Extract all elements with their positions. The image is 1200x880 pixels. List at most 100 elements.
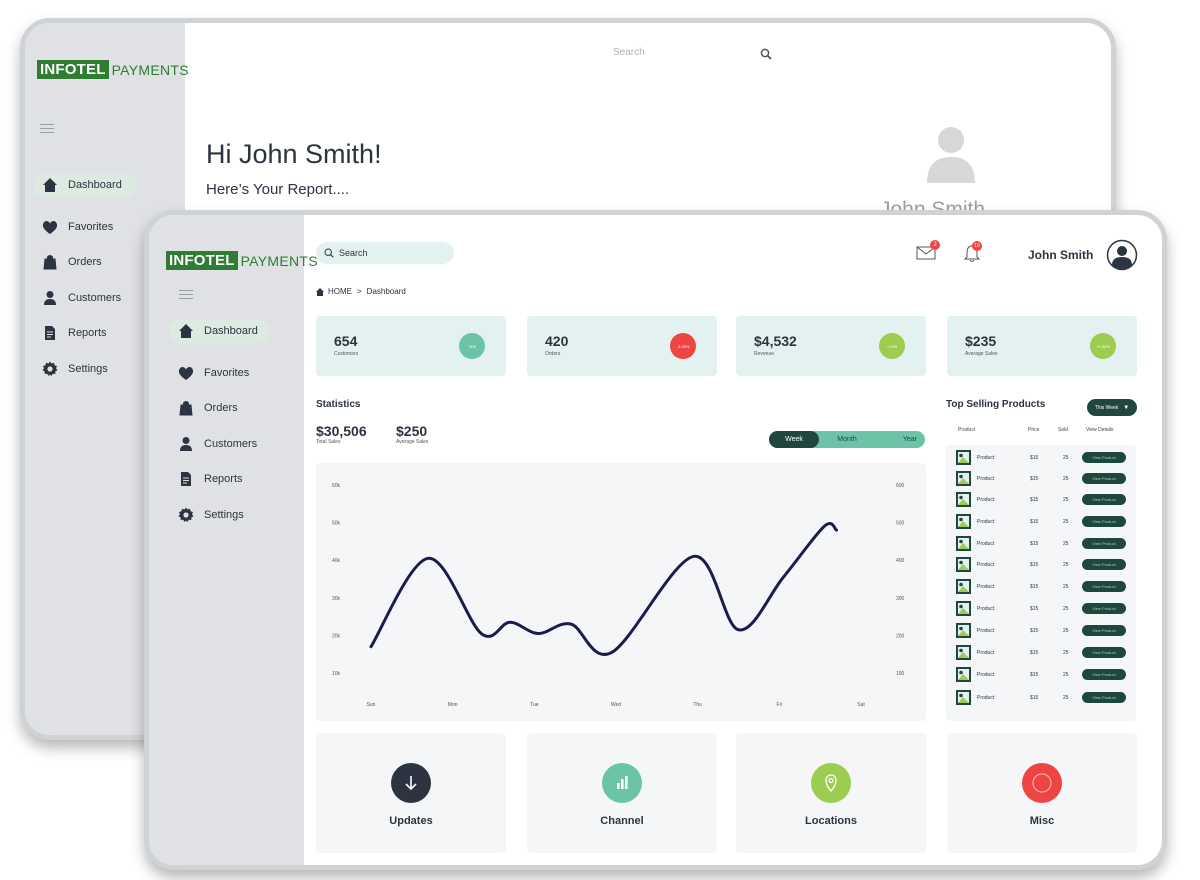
kpi-value: 654: [334, 333, 358, 349]
toggle-month[interactable]: Month: [837, 436, 857, 443]
home-icon: [179, 324, 193, 338]
product-sold: 25: [1063, 584, 1069, 590]
table-row: Product $15 25 View Product: [946, 643, 1136, 663]
product-price: $15: [1030, 628, 1039, 634]
x-tick-label: Mon: [448, 702, 458, 708]
sidebar-item-reports[interactable]: Reports: [169, 467, 252, 491]
breadcrumb-separator: >: [357, 287, 362, 296]
avatar-icon[interactable]: [1106, 239, 1138, 271]
greeting-subtitle: Here’s Your Report....: [206, 181, 350, 198]
sidebar-item-favorites[interactable]: Favorites: [33, 215, 122, 239]
top-selling-list: Product $15 25 View Product Product $15 25 View…: [946, 445, 1136, 721]
product-image-icon: [956, 514, 971, 529]
view-product-button[interactable]: View Product: [1082, 603, 1126, 614]
hamburger-menu-icon[interactable]: [40, 121, 54, 136]
search-input[interactable]: Search: [316, 242, 454, 264]
y-tick-label-left: 60k: [332, 483, 341, 489]
mail-button[interactable]: 2: [916, 240, 940, 265]
sidebar-item-dashboard[interactable]: Dashboard: [169, 319, 269, 343]
x-tick-label: Thu: [693, 702, 702, 708]
tile-locations[interactable]: Locations: [736, 733, 926, 853]
circle-icon: [1032, 773, 1052, 793]
tile-label: Channel: [600, 815, 644, 827]
product-sold: 25: [1063, 497, 1069, 503]
sidebar-item-favorites[interactable]: Favorites: [169, 361, 258, 385]
view-product-button[interactable]: View Product: [1082, 647, 1126, 658]
sidebar-item-reports[interactable]: Reports: [33, 321, 116, 345]
kpi-card-revenue[interactable]: $4,532 Revenue +13%: [736, 316, 926, 376]
breadcrumb-home[interactable]: HOME: [328, 287, 352, 296]
view-product-button[interactable]: View Product: [1082, 494, 1126, 505]
average-sales-value: $250: [396, 423, 428, 439]
notifications-button[interactable]: 10: [963, 241, 982, 268]
tile-icon-circle: [1022, 763, 1062, 803]
view-product-button[interactable]: View Product: [1082, 452, 1126, 463]
back-logo: INFOTEL PAYMENTS: [37, 60, 189, 79]
logo-text-bold: INFOTEL: [37, 60, 109, 79]
view-product-button[interactable]: View Product: [1082, 692, 1126, 703]
product-sold: 25: [1063, 519, 1069, 525]
view-product-button[interactable]: View Product: [1082, 669, 1126, 680]
sidebar-item-dashboard[interactable]: Dashboard: [33, 173, 137, 197]
view-product-button[interactable]: View Product: [1082, 538, 1126, 549]
tile-misc[interactable]: Misc: [947, 733, 1137, 853]
product-name: Product: [977, 628, 995, 634]
product-name: Product: [977, 455, 995, 461]
period-toggle: Week Month Year: [769, 431, 925, 448]
filter-label: This Week: [1094, 404, 1119, 411]
view-product-button[interactable]: View Product: [1082, 516, 1126, 527]
document-icon: [181, 472, 191, 486]
average-sales: $250 Average Sales: [396, 423, 428, 445]
hamburger-menu-icon[interactable]: [179, 287, 193, 302]
front-sidebar: INFOTEL PAYMENTS Dashboard Favorites Order…: [149, 215, 318, 865]
x-tick-label: Sat: [857, 702, 865, 708]
logo-text-bold: INFOTEL: [166, 251, 238, 270]
product-sold: 25: [1063, 628, 1069, 634]
view-product-button[interactable]: View Product: [1082, 581, 1126, 592]
chevron-down-icon: ▼: [1123, 404, 1130, 411]
sidebar-item-settings[interactable]: Settings: [169, 503, 253, 527]
mail-badge: 2: [930, 240, 940, 250]
tile-icon-circle: [602, 763, 642, 803]
logo-text-light: PAYMENTS: [240, 252, 318, 269]
sidebar-item-orders[interactable]: Orders: [169, 396, 247, 420]
product-price: $15: [1030, 541, 1039, 547]
y-tick-label-left: 20k: [332, 633, 341, 639]
product-image-icon: [956, 557, 971, 572]
sidebar-item-settings[interactable]: Settings: [33, 357, 117, 381]
toggle-week[interactable]: Week: [769, 431, 819, 448]
search-input[interactable]: Search: [613, 47, 645, 58]
product-price: $15: [1030, 650, 1039, 656]
bell-badge: 10: [972, 241, 982, 251]
toggle-year[interactable]: Year: [902, 436, 917, 443]
sidebar-item-orders[interactable]: Orders: [33, 250, 111, 274]
top-selling-filter-dropdown[interactable]: This Week ▼: [1087, 399, 1137, 416]
header-view-details: View Details: [1086, 427, 1114, 433]
view-product-button[interactable]: View Product: [1082, 625, 1126, 636]
product-sold: 25: [1063, 695, 1069, 701]
y-tick-label-right: 600: [896, 483, 905, 489]
statistics-chart: 60k 600 50k 500 40k 400 30k 300 20k 200 10k 100 Sun M…: [316, 463, 926, 721]
kpi-change-badge: -3.05%: [670, 333, 696, 359]
tile-label: Updates: [389, 815, 433, 827]
home-icon[interactable]: [316, 287, 324, 296]
sidebar-item-label: Customers: [68, 291, 122, 304]
sidebar-item-customers[interactable]: Customers: [33, 286, 130, 310]
kpi-card-customers[interactable]: 654 Customers +4%: [316, 316, 506, 376]
header-sold: Sold: [1058, 427, 1069, 433]
search-icon[interactable]: [760, 48, 773, 61]
header-product: Product: [958, 427, 976, 433]
tile-updates[interactable]: Updates: [316, 733, 506, 853]
sidebar-item-customers[interactable]: Customers: [169, 432, 266, 456]
product-name: Product: [977, 497, 995, 503]
kpi-label: Orders: [545, 351, 561, 357]
y-tick-label-left: 30k: [332, 596, 341, 602]
header-price: Price: [1028, 427, 1040, 433]
view-product-button[interactable]: View Product: [1082, 559, 1126, 570]
view-product-button[interactable]: View Product: [1082, 473, 1126, 484]
product-sold: 25: [1063, 650, 1069, 656]
kpi-card-orders[interactable]: 420 Orders -3.05%: [527, 316, 717, 376]
tile-channel[interactable]: Channel: [527, 733, 717, 853]
kpi-card-average-sales[interactable]: $235 Average Sales +1.50%: [947, 316, 1137, 376]
product-price: $15: [1030, 455, 1039, 461]
